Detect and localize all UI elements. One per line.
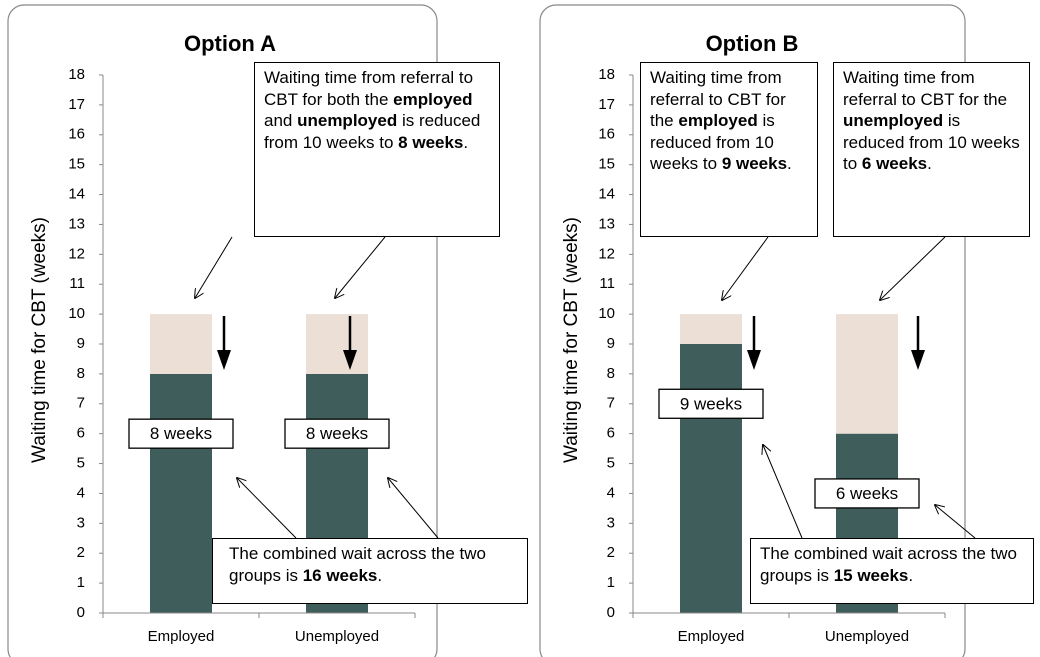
annotation: Waiting time from referral to CBT for th… (833, 62, 1030, 237)
x-tick-label: Unemployed (825, 628, 909, 645)
y-tick-label: 12 (598, 245, 615, 262)
y-tick-label: 1 (77, 574, 85, 591)
y-tick-label: 16 (598, 126, 615, 143)
bar (306, 314, 368, 374)
bar (150, 314, 212, 374)
y-tick-label: 10 (598, 305, 615, 322)
annotation-text: unemployed (297, 111, 398, 130)
y-tick-label: 17 (68, 96, 85, 113)
annotation-arrows (195, 236, 976, 539)
annotation-text: 16 weeks (302, 565, 378, 585)
bar (150, 373, 212, 613)
chart-title: Option B (706, 31, 799, 56)
bar (836, 314, 898, 434)
y-tick-label: 8 (77, 365, 85, 382)
annotation-text: The combined wait across the two groups … (229, 544, 487, 585)
annotation-text: The combined wait across the two groups … (760, 544, 1018, 585)
y-tick-label: 4 (607, 484, 615, 501)
annotation-text: . (787, 154, 792, 173)
annotation-text: is reduced from 10 weeks to (264, 111, 481, 152)
y-tick-label: 7 (607, 395, 615, 412)
x-tick-label: Unemployed (295, 628, 379, 645)
annotation-text: . (927, 154, 932, 173)
y-tick-label: 18 (68, 66, 85, 83)
y-tick-label: 4 (77, 484, 85, 501)
y-tick-label: 6 (607, 425, 615, 442)
y-tick-label: 5 (77, 455, 85, 472)
x-tick-label: Employed (678, 628, 745, 645)
y-tick-label: 2 (607, 544, 615, 561)
y-tick-label: 3 (77, 514, 85, 531)
chart-title: Option A (184, 31, 276, 56)
panel (7, 4, 438, 657)
annotation-text: unemployed (843, 111, 944, 130)
annotation: Waiting time from referral to CBT for bo… (254, 62, 500, 237)
annotation-text: employed (393, 89, 473, 109)
value-label: 8 weeks (150, 424, 212, 443)
bar (680, 344, 742, 613)
annotation: The combined wait across the two groups … (750, 538, 1034, 604)
y-tick-label: 18 (598, 66, 615, 83)
value-label-box (814, 478, 920, 509)
y-tick-label: 9 (77, 335, 85, 352)
value-label: 6 weeks (836, 484, 898, 503)
annotation-text: . (908, 565, 914, 585)
annotation-text: Waiting time from referral to CBT for th… (650, 68, 786, 130)
y-tick-label: 2 (77, 544, 85, 561)
y-tick-label: 3 (607, 514, 615, 531)
value-label-box (658, 388, 764, 419)
y-tick-label: 10 (68, 305, 85, 322)
reduction-arrows (217, 316, 925, 370)
annotation-text: 9 weeks (721, 154, 788, 173)
annotation: Waiting time from referral to CBT for th… (640, 62, 818, 237)
bar (680, 314, 742, 344)
annotation-text: 6 weeks (861, 154, 928, 173)
y-tick-label: 13 (598, 215, 615, 232)
y-axis-label: Waiting time for CBT (weeks) (29, 217, 50, 463)
annotation-text: 15 weeks (833, 565, 909, 585)
y-tick-label: 11 (599, 275, 615, 292)
y-tick-label: 9 (607, 335, 615, 352)
value-label-box (128, 418, 234, 449)
y-tick-label: 13 (68, 215, 85, 232)
y-tick-label: 7 (77, 395, 85, 412)
annotation-text: 8 weeks (398, 132, 464, 152)
annotation-text: Waiting time from referral to CBT for bo… (264, 68, 474, 109)
panel (539, 4, 966, 657)
value-label: 9 weeks (680, 394, 742, 413)
annotation-text: . (377, 565, 383, 585)
y-tick-label: 0 (77, 604, 85, 621)
y-tick-label: 15 (68, 156, 85, 173)
y-tick-label: 5 (607, 455, 615, 472)
annotation-text: is reduced from 10 weeks to (843, 111, 1020, 173)
y-tick-label: 16 (68, 126, 85, 143)
y-tick-label: 6 (77, 425, 85, 442)
value-label-box (284, 418, 390, 449)
annotation-text: and (264, 111, 298, 130)
annotation-text: is reduced from 10 weeks to (650, 111, 775, 173)
y-tick-label: 12 (68, 245, 85, 262)
annotation-text: employed (678, 111, 758, 130)
annotation: The combined wait across the two groups … (212, 538, 528, 604)
y-tick-label: 0 (607, 604, 615, 621)
value-label: 8 weeks (306, 424, 368, 443)
y-tick-label: 14 (68, 186, 85, 203)
y-tick-label: 14 (598, 186, 615, 203)
annotation-text: . (463, 132, 469, 152)
y-tick-label: 8 (607, 365, 615, 382)
annotation-text: Waiting time from referral to CBT for th… (843, 68, 1008, 109)
y-axis-label: Waiting time for CBT (weeks) (561, 217, 582, 463)
y-tick-label: 17 (598, 96, 615, 113)
y-tick-label: 11 (69, 275, 85, 292)
y-tick-label: 1 (607, 574, 615, 591)
x-tick-label: Employed (148, 628, 215, 645)
y-tick-label: 15 (598, 156, 615, 173)
